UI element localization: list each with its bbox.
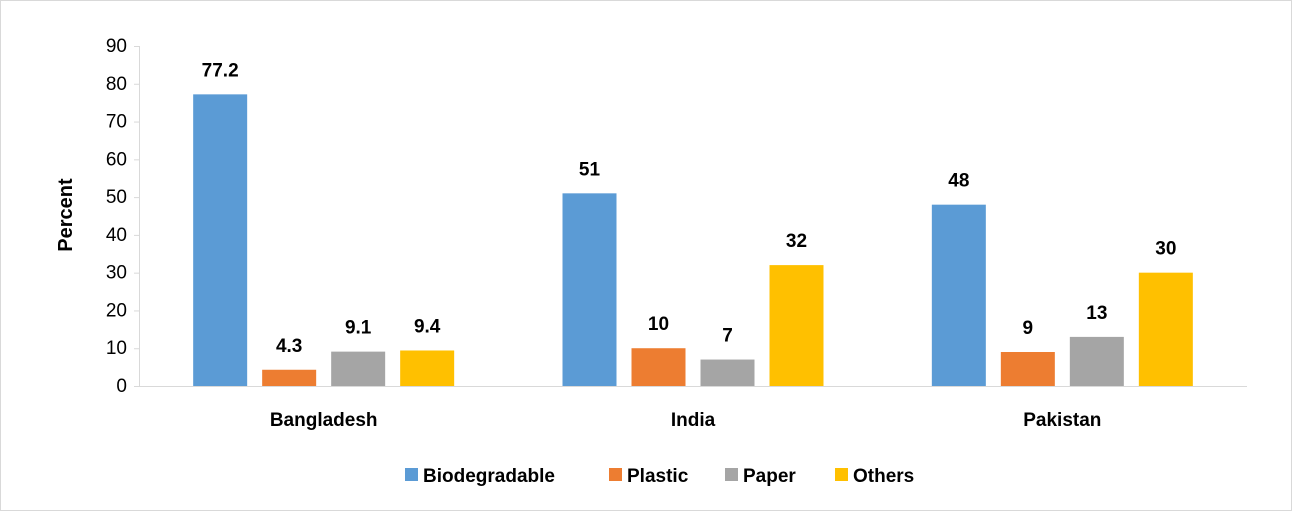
bar-paper-bangladesh [331,351,386,386]
legend-swatch [405,468,418,481]
bar-others-pakistan [1138,272,1193,386]
y-tick-label: 90 [106,36,127,57]
legend-label: Paper [743,466,796,487]
legend-item-paper: Paper [725,466,796,487]
y-tick-label: 10 [106,338,127,359]
legend-label: Others [853,466,914,487]
legend-swatch [609,468,622,481]
y-axis-ticks: 0 10 20 30 40 50 60 70 80 90 [106,36,139,397]
x-category-label: India [671,410,716,431]
legend-label: Biodegradable [423,466,555,487]
legend-label: Plastic [627,466,689,487]
data-labels: 77.2 4.3 9.1 9.4 51 10 7 32 48 9 13 30 [202,60,1177,356]
legend-item-plastic: Plastic [609,466,689,487]
data-label: 13 [1086,303,1107,324]
data-label: 77.2 [202,60,239,81]
legend: Biodegradable Plastic Paper Others [405,466,914,487]
bar-plastic-india [631,348,686,386]
data-label: 9.1 [345,318,372,339]
bar-others-india [769,265,824,386]
data-label: 9 [1023,318,1034,339]
x-category-label: Bangladesh [270,410,378,431]
legend-swatch [725,468,738,481]
data-label: 10 [648,314,669,335]
bar-plastic-bangladesh [262,369,317,386]
y-tick-label: 20 [106,300,127,321]
bar-plastic-pakistan [1000,352,1055,386]
y-tick-label: 30 [106,263,127,284]
y-tick-label: 40 [106,225,127,246]
y-tick-label: 50 [106,187,127,208]
y-tick-label: 70 [106,112,127,133]
y-axis-title: Percent [55,178,77,252]
bar-others-bangladesh [400,350,455,386]
x-axis-category-labels: Bangladesh India Pakistan [270,410,1102,431]
x-category-label: Pakistan [1023,410,1101,431]
bar-paper-india [700,359,755,386]
data-label: 48 [948,171,969,192]
data-label: 32 [786,231,807,252]
bar-biodegradable-bangladesh [193,94,248,386]
y-tick-label: 0 [116,376,127,397]
y-tick-label: 60 [106,149,127,170]
bars [193,94,1193,386]
data-label: 4.3 [276,336,302,357]
data-label: 51 [579,159,601,180]
data-label: 9.4 [414,316,441,337]
legend-item-others: Others [835,466,914,487]
bar-paper-pakistan [1069,336,1124,386]
legend-swatch [835,468,848,481]
data-label: 7 [722,326,733,347]
bar-biodegradable-india [562,193,617,386]
data-label: 30 [1155,239,1176,260]
legend-item-biodegradable: Biodegradable [405,466,555,487]
y-tick-label: 80 [106,74,127,95]
bar-biodegradable-pakistan [931,204,986,386]
